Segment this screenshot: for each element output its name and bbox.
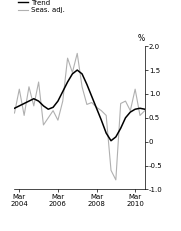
Text: %: % — [138, 34, 145, 43]
Legend: Trend, Seas. adj.: Trend, Seas. adj. — [18, 0, 65, 13]
